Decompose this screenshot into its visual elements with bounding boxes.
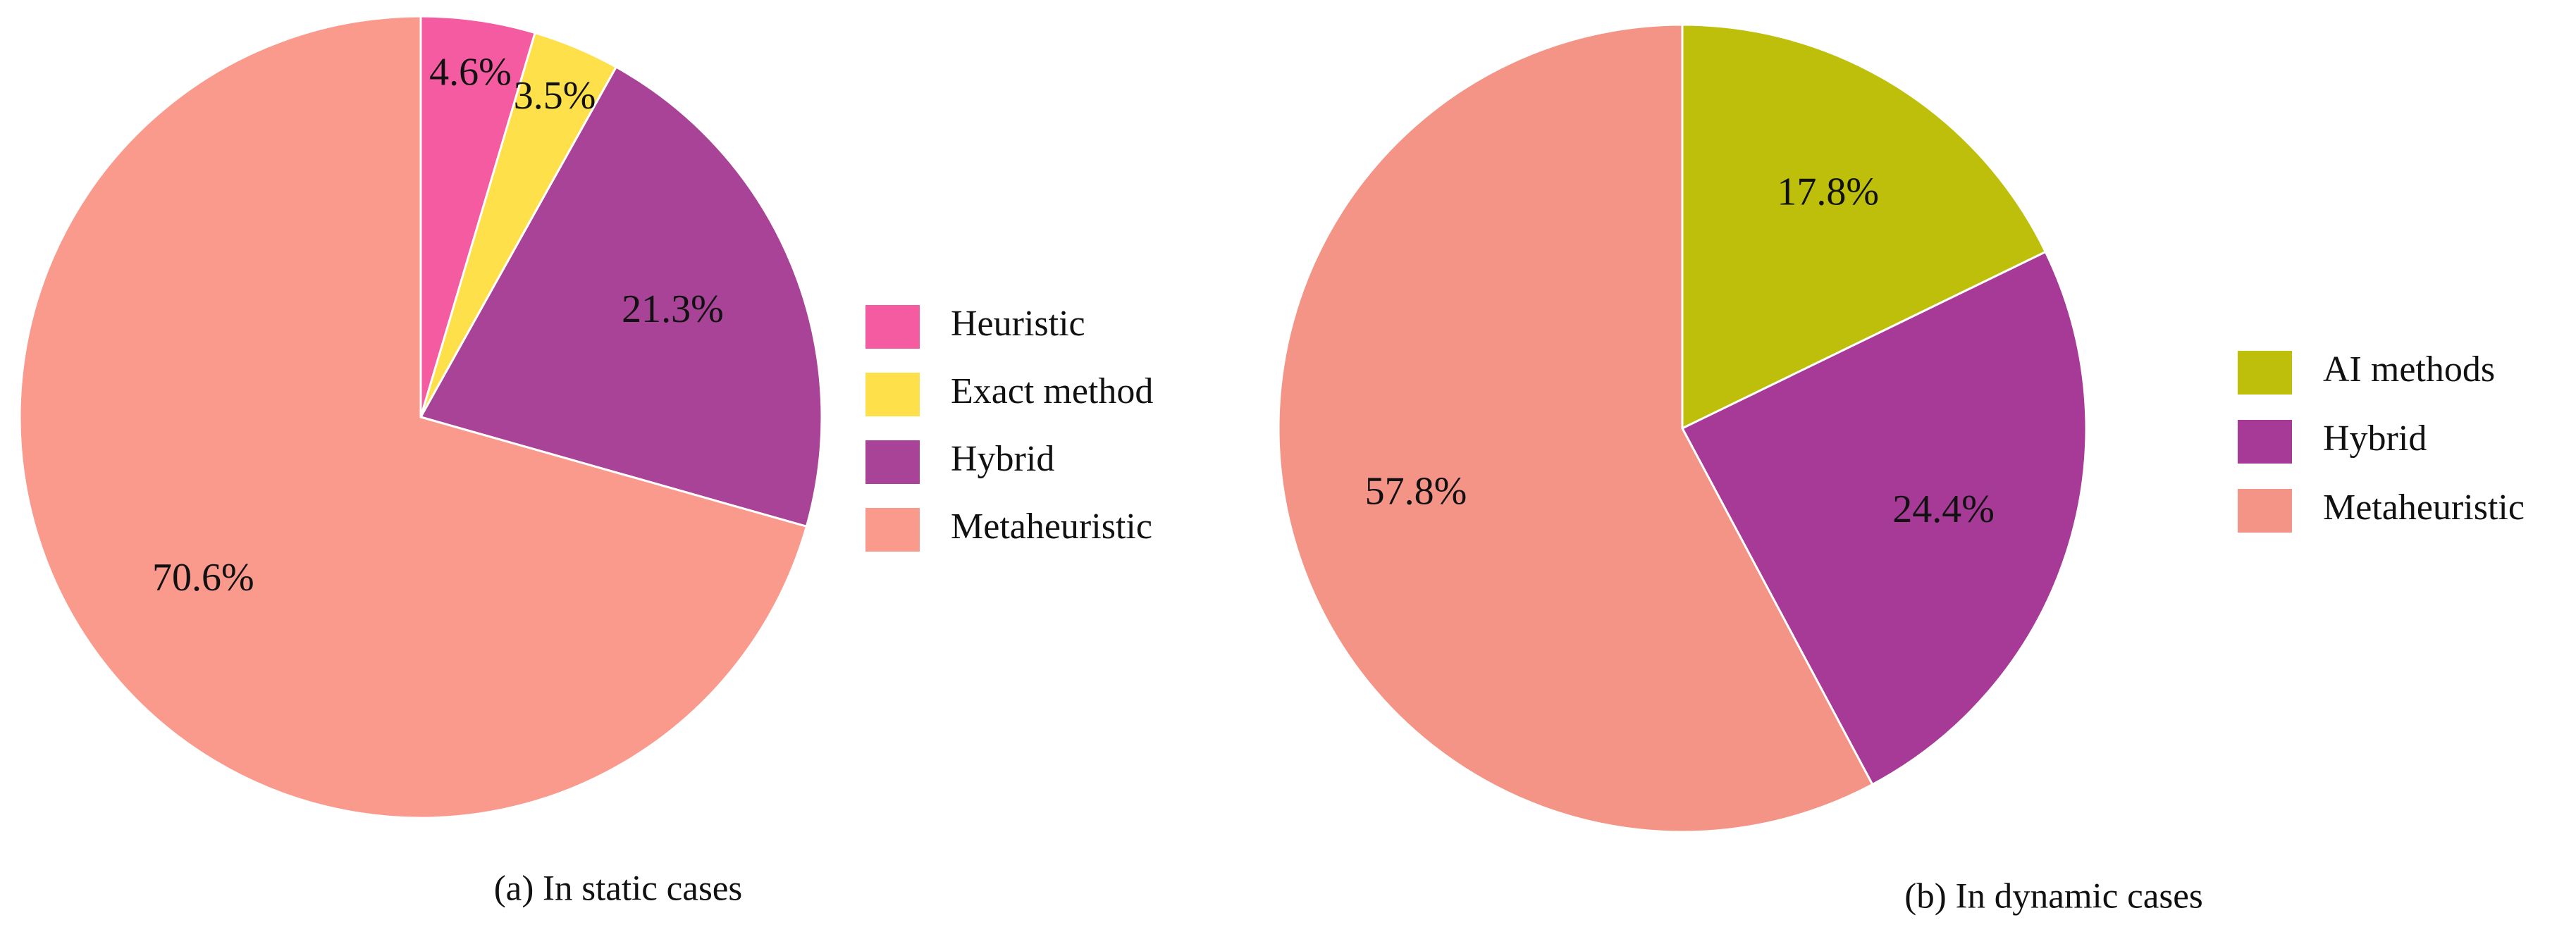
legend-label: AI methods: [2323, 349, 2495, 390]
pie-slice: [1277, 23, 1874, 833]
data-label: 21.3%: [622, 287, 724, 331]
legend-swatch: [865, 508, 920, 552]
pie-slice: [1680, 250, 2088, 786]
pie-slice: [419, 15, 537, 418]
chart-title: (b) In dynamic cases: [1904, 877, 2202, 917]
legend-swatch: [865, 373, 920, 416]
legend-swatch: [2238, 489, 2292, 533]
data-label: 70.6%: [152, 556, 254, 600]
pie-slice: [1681, 23, 2047, 430]
pie-slice: [419, 66, 823, 528]
legend-label: Exact method: [951, 371, 1153, 411]
data-label: 3.5%: [514, 74, 596, 118]
legend-label: Metaheuristic: [951, 507, 1152, 547]
legend-label: Heuristic: [951, 304, 1085, 344]
legend-label: Hybrid: [2323, 418, 2427, 459]
data-label: 24.4%: [1892, 487, 1995, 531]
legend-swatch: [2238, 351, 2292, 395]
legend-label: Hybrid: [951, 439, 1054, 479]
chart-title: (a) In static cases: [494, 869, 743, 909]
legend-swatch: [865, 440, 920, 484]
data-label: 17.8%: [1777, 170, 1879, 214]
legend-label: Metaheuristic: [2323, 487, 2525, 528]
legend-swatch: [2238, 420, 2292, 464]
pie-slice: [18, 15, 808, 819]
data-label: 57.8%: [1365, 469, 1467, 513]
data-label: 4.6%: [429, 51, 512, 94]
legend-swatch: [865, 305, 920, 349]
